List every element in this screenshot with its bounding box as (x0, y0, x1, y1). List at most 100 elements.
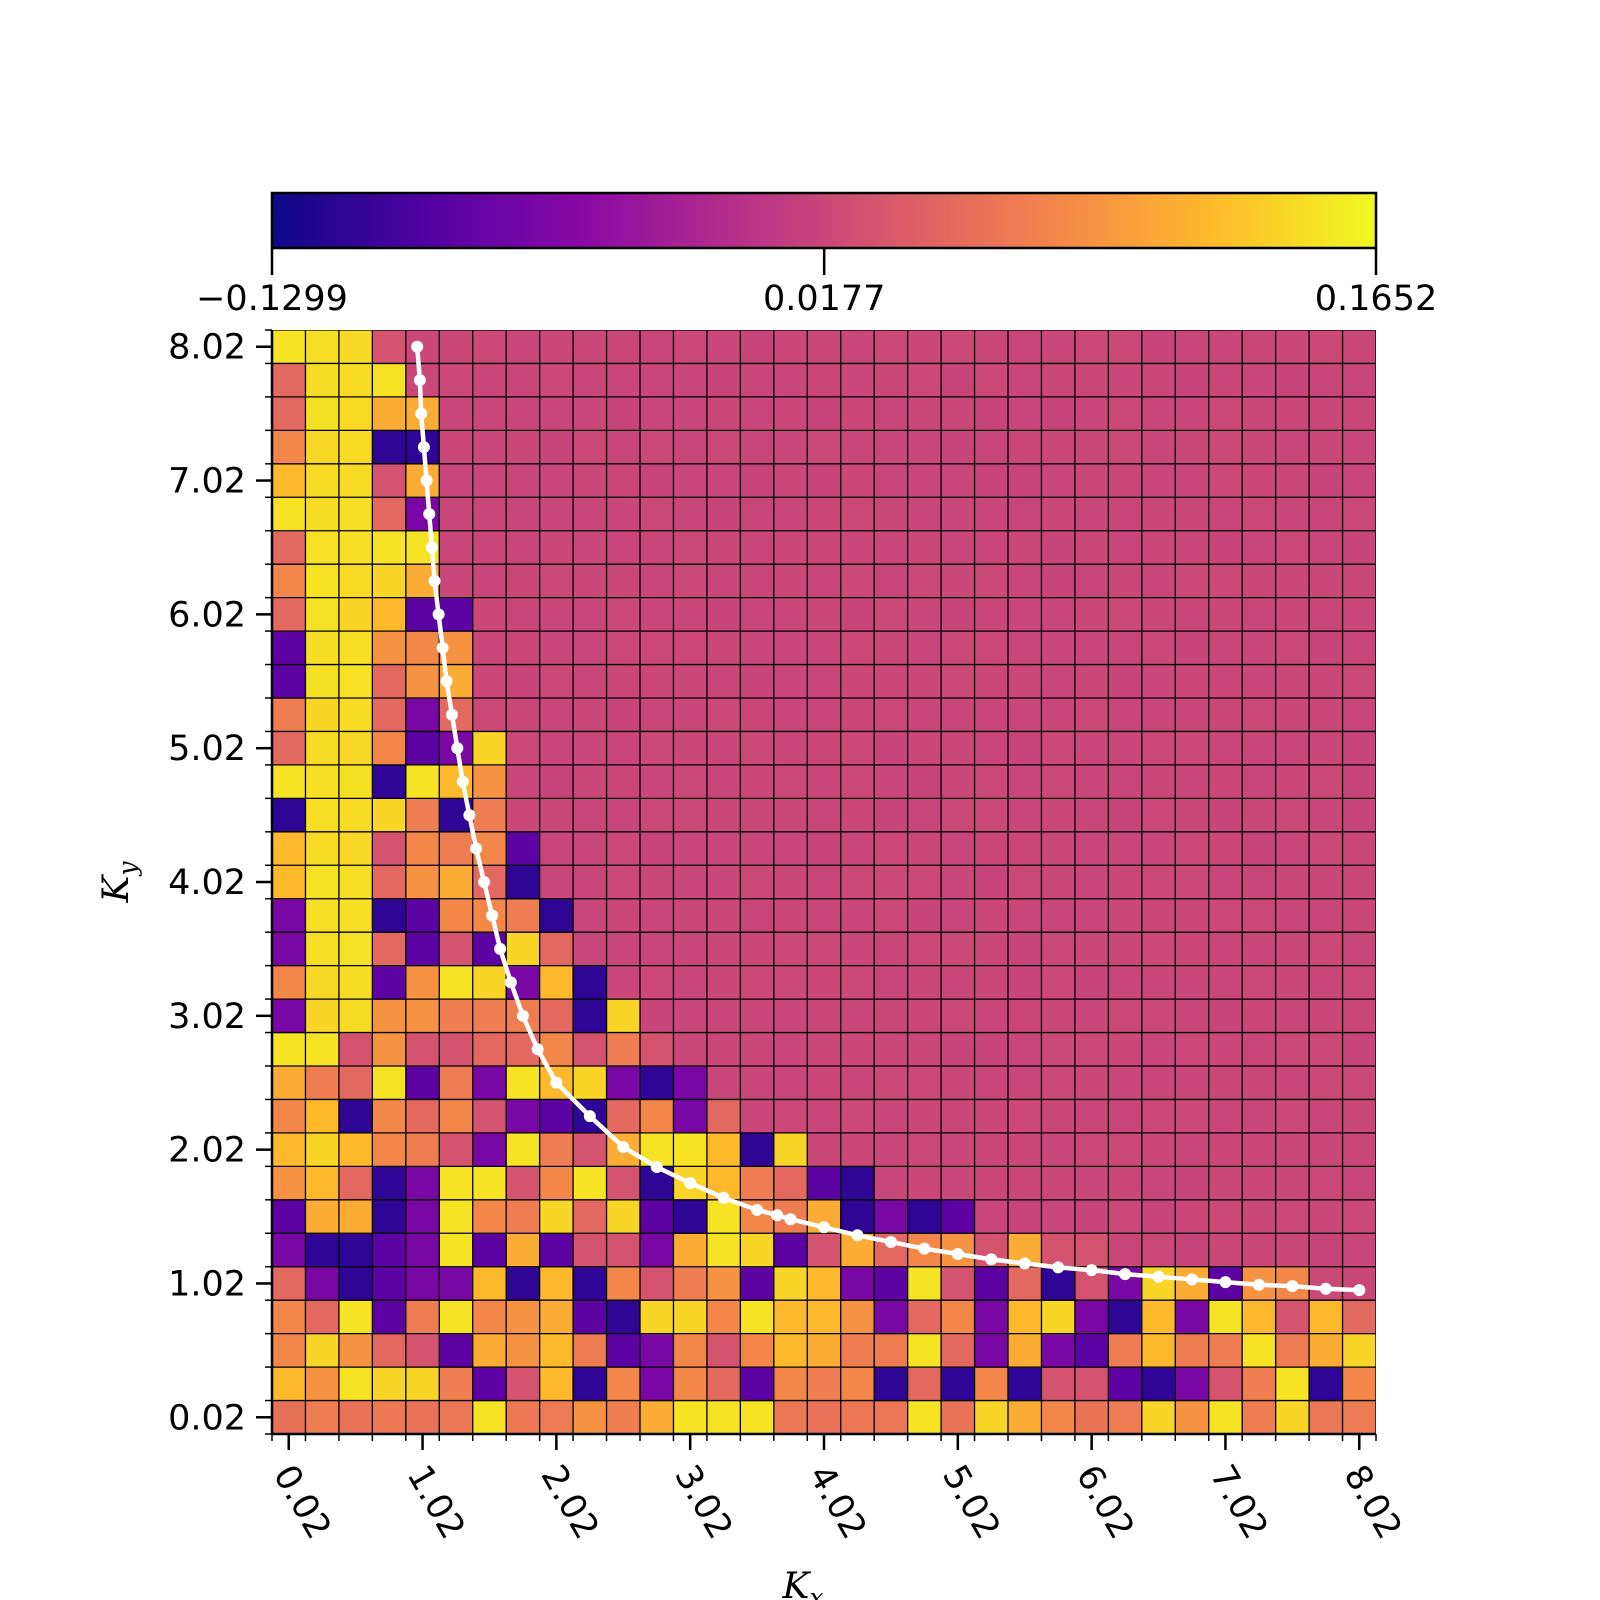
heatmap-cell (706, 363, 741, 398)
heatmap-cell (1175, 497, 1210, 532)
heatmap-cell (338, 396, 373, 431)
curve-point (818, 1221, 830, 1234)
heatmap-cell (840, 831, 875, 866)
heatmap-cell (640, 898, 675, 933)
heatmap-cell (1175, 363, 1210, 398)
heatmap-cell (606, 1199, 641, 1234)
heatmap-cell (640, 664, 675, 699)
y-tick-label: 2.02 (168, 1131, 246, 1171)
heatmap-cell (506, 1233, 541, 1268)
heatmap-cell (1074, 731, 1109, 766)
heatmap-cell (773, 430, 808, 465)
heatmap-cell (1141, 530, 1176, 565)
heatmap-cell (405, 1032, 440, 1067)
heatmap-cell (907, 664, 942, 699)
heatmap-cell (439, 430, 474, 465)
heatmap-cell (539, 731, 574, 766)
heatmap-cell (539, 664, 574, 699)
heatmap-cell (1108, 597, 1143, 632)
heatmap-cell (1309, 932, 1344, 967)
heatmap-cell (640, 396, 675, 431)
heatmap-cell (1008, 1367, 1043, 1402)
heatmap-cell (338, 497, 373, 532)
heatmap-cell (1008, 363, 1043, 398)
heatmap-cell (874, 865, 909, 900)
heatmap-cell (1309, 999, 1344, 1034)
heatmap-cell (807, 363, 842, 398)
heatmap-cell (573, 1266, 608, 1301)
heatmap-cell (1309, 396, 1344, 431)
heatmap-cell (405, 698, 440, 733)
heatmap-cell (1108, 1333, 1143, 1368)
heatmap-cell (338, 999, 373, 1034)
heatmap-cell (773, 831, 808, 866)
heatmap-cell (1008, 463, 1043, 498)
heatmap-cell (1008, 764, 1043, 799)
heatmap-cell (1309, 664, 1344, 699)
heatmap-cell (405, 1166, 440, 1201)
y-tick-label: 3.02 (168, 997, 246, 1037)
heatmap-cell (1175, 731, 1210, 766)
heatmap-cell (1242, 363, 1277, 398)
heatmap-cell (1242, 1032, 1277, 1067)
heatmap-cell (1208, 831, 1243, 866)
heatmap-cell (372, 965, 407, 1000)
x-tick-label: 2.02 (533, 1459, 607, 1546)
heatmap-cell (506, 330, 541, 365)
heatmap-cell (272, 865, 307, 900)
heatmap-cell (1008, 1166, 1043, 1201)
heatmap-cell (673, 1199, 708, 1234)
heatmap-cell (405, 1233, 440, 1268)
heatmap-cell (372, 865, 407, 900)
heatmap-cell (439, 564, 474, 599)
plot-area: 0.02 1.02 2.02 3.02 4.02 5.02 6.02 7.02 8.02 0.02… (168, 328, 1409, 1546)
heatmap-cell (472, 1066, 507, 1101)
heatmap-cell (439, 530, 474, 565)
heatmap-cell (1242, 865, 1277, 900)
heatmap-cell (305, 396, 340, 431)
heatmap-cell (740, 463, 775, 498)
heatmap-cell (606, 497, 641, 532)
heatmap-cell (573, 530, 608, 565)
heatmap-cell (573, 631, 608, 666)
heatmap-cell (1008, 865, 1043, 900)
heatmap-cell (1309, 631, 1344, 666)
heatmap-cell (539, 330, 574, 365)
heatmap-cell (974, 831, 1009, 866)
heatmap-cell (338, 1099, 373, 1134)
heatmap-cell (673, 898, 708, 933)
heatmap-cell (272, 1132, 307, 1167)
heatmap-cell (673, 999, 708, 1034)
heatmap-cell (272, 764, 307, 799)
heatmap-cell (673, 831, 708, 866)
heatmap-cell (472, 1300, 507, 1335)
heatmap-cell (305, 1099, 340, 1134)
heatmap-cell (807, 865, 842, 900)
heatmap-cell (1309, 698, 1344, 733)
heatmap-cell (372, 530, 407, 565)
heatmap-cell (1141, 764, 1176, 799)
heatmap-cell (941, 631, 976, 666)
heatmap-cell (405, 631, 440, 666)
heatmap-cell (506, 798, 541, 833)
heatmap-cell (640, 597, 675, 632)
heatmap-cell (874, 1099, 909, 1134)
heatmap-cell (640, 430, 675, 465)
y-tick-label: 1.02 (168, 1264, 246, 1304)
heatmap-cell (1141, 564, 1176, 599)
heatmap-cell (706, 1132, 741, 1167)
heatmap-cell (673, 764, 708, 799)
heatmap-cell (941, 698, 976, 733)
heatmap-cell (539, 631, 574, 666)
heatmap-cell (941, 965, 976, 1000)
heatmap-cell (740, 1066, 775, 1101)
heatmap-cell (1041, 430, 1076, 465)
heatmap-cell (405, 1333, 440, 1368)
heatmap-cell (874, 932, 909, 967)
heatmap-cell (974, 1400, 1009, 1434)
heatmap-cell (1175, 1233, 1210, 1268)
heatmap-cell (706, 965, 741, 1000)
heatmap-cell (874, 1367, 909, 1402)
heatmap-cell (874, 764, 909, 799)
heatmap-cell (1208, 698, 1243, 733)
